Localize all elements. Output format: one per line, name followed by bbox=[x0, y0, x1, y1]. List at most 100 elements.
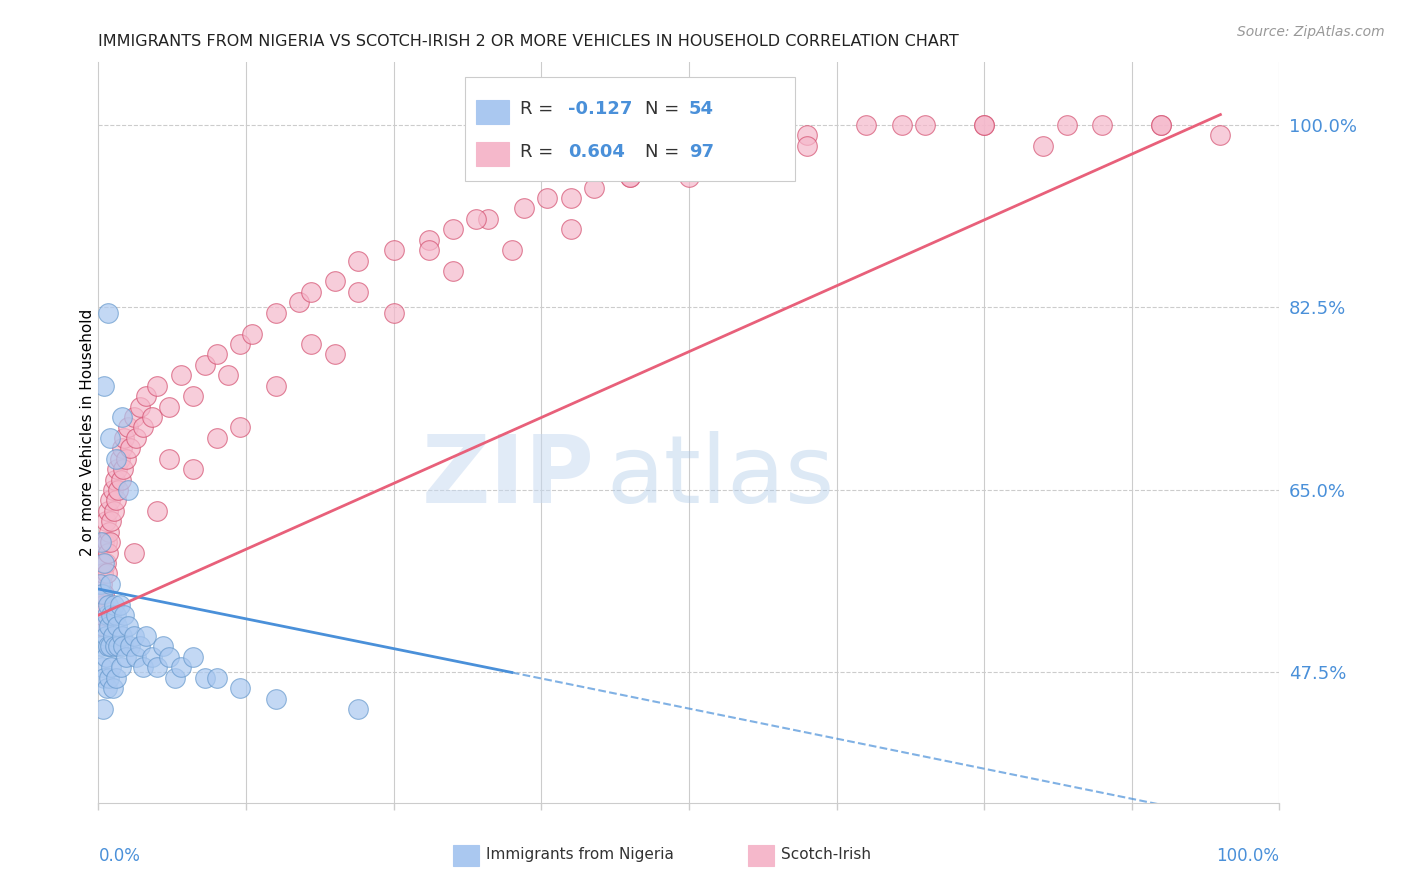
Point bbox=[583, 180, 606, 194]
Point bbox=[347, 285, 370, 299]
Point bbox=[157, 451, 180, 466]
Point bbox=[91, 702, 114, 716]
Point bbox=[146, 660, 169, 674]
Point bbox=[323, 347, 346, 361]
Point bbox=[1150, 118, 1173, 132]
Point bbox=[98, 493, 121, 508]
Point bbox=[205, 347, 228, 361]
Point bbox=[98, 577, 121, 591]
Text: 97: 97 bbox=[689, 143, 714, 161]
Point bbox=[93, 671, 115, 685]
Text: R =: R = bbox=[520, 100, 560, 118]
Point bbox=[104, 473, 127, 487]
Point bbox=[165, 671, 187, 685]
Point bbox=[382, 243, 405, 257]
Text: R =: R = bbox=[520, 143, 560, 161]
Point bbox=[181, 462, 204, 476]
Point bbox=[94, 649, 117, 664]
Point bbox=[111, 629, 134, 643]
Point bbox=[101, 629, 124, 643]
Point bbox=[105, 618, 128, 632]
Point bbox=[619, 170, 641, 185]
Point bbox=[441, 222, 464, 236]
Point bbox=[141, 649, 163, 664]
Point bbox=[96, 681, 118, 695]
Point bbox=[132, 660, 155, 674]
Point bbox=[125, 431, 148, 445]
Point bbox=[90, 535, 112, 549]
Point bbox=[100, 514, 122, 528]
Point bbox=[157, 649, 180, 664]
Point bbox=[122, 545, 145, 559]
Point bbox=[1209, 128, 1232, 143]
Point bbox=[560, 191, 582, 205]
Point bbox=[105, 451, 128, 466]
Text: Immigrants from Nigeria: Immigrants from Nigeria bbox=[486, 847, 673, 863]
Point bbox=[229, 681, 252, 695]
Point bbox=[1032, 139, 1054, 153]
Text: N =: N = bbox=[645, 143, 685, 161]
Text: atlas: atlas bbox=[606, 431, 835, 523]
Point bbox=[855, 118, 877, 132]
Point bbox=[1056, 118, 1078, 132]
Point bbox=[91, 598, 114, 612]
Point bbox=[91, 587, 114, 601]
Point bbox=[98, 671, 121, 685]
Point bbox=[217, 368, 239, 383]
Point bbox=[100, 660, 122, 674]
Point bbox=[111, 442, 134, 456]
Point bbox=[973, 118, 995, 132]
Point bbox=[91, 566, 114, 581]
Point bbox=[89, 577, 111, 591]
Point bbox=[418, 243, 440, 257]
Point bbox=[105, 671, 128, 685]
Point bbox=[501, 243, 523, 257]
Point bbox=[90, 556, 112, 570]
Point bbox=[98, 431, 121, 445]
Point bbox=[536, 191, 558, 205]
Point bbox=[299, 337, 322, 351]
Point bbox=[105, 493, 128, 508]
Point bbox=[105, 608, 128, 623]
Point bbox=[96, 566, 118, 581]
Point bbox=[101, 483, 124, 497]
Point bbox=[93, 587, 115, 601]
Point bbox=[96, 608, 118, 623]
Point bbox=[97, 545, 120, 559]
Text: 0.0%: 0.0% bbox=[98, 847, 141, 865]
Point bbox=[90, 618, 112, 632]
Point bbox=[104, 640, 127, 654]
Point bbox=[205, 671, 228, 685]
Point bbox=[111, 409, 134, 424]
Point bbox=[135, 629, 157, 643]
Point bbox=[117, 420, 139, 434]
Text: ZIP: ZIP bbox=[422, 431, 595, 523]
Point bbox=[181, 649, 204, 664]
Point bbox=[914, 118, 936, 132]
Point bbox=[135, 389, 157, 403]
Point bbox=[107, 640, 129, 654]
Point bbox=[120, 640, 142, 654]
Point bbox=[91, 608, 114, 623]
Point bbox=[678, 170, 700, 185]
Text: 100.0%: 100.0% bbox=[1216, 847, 1279, 865]
Point bbox=[120, 442, 142, 456]
Point bbox=[97, 640, 120, 654]
Point bbox=[441, 264, 464, 278]
Point bbox=[98, 535, 121, 549]
Point bbox=[96, 535, 118, 549]
Point bbox=[112, 431, 135, 445]
Point bbox=[117, 483, 139, 497]
Point bbox=[98, 618, 121, 632]
Point bbox=[93, 556, 115, 570]
Text: -0.127: -0.127 bbox=[568, 100, 633, 118]
Point bbox=[146, 378, 169, 392]
Point bbox=[128, 400, 150, 414]
Point bbox=[654, 160, 676, 174]
Text: IMMIGRANTS FROM NIGERIA VS SCOTCH-IRISH 2 OR MORE VEHICLES IN HOUSEHOLD CORRELAT: IMMIGRANTS FROM NIGERIA VS SCOTCH-IRISH … bbox=[98, 34, 959, 49]
Point bbox=[240, 326, 263, 341]
Point bbox=[105, 462, 128, 476]
Point bbox=[132, 420, 155, 434]
Point bbox=[101, 681, 124, 695]
Point bbox=[194, 671, 217, 685]
